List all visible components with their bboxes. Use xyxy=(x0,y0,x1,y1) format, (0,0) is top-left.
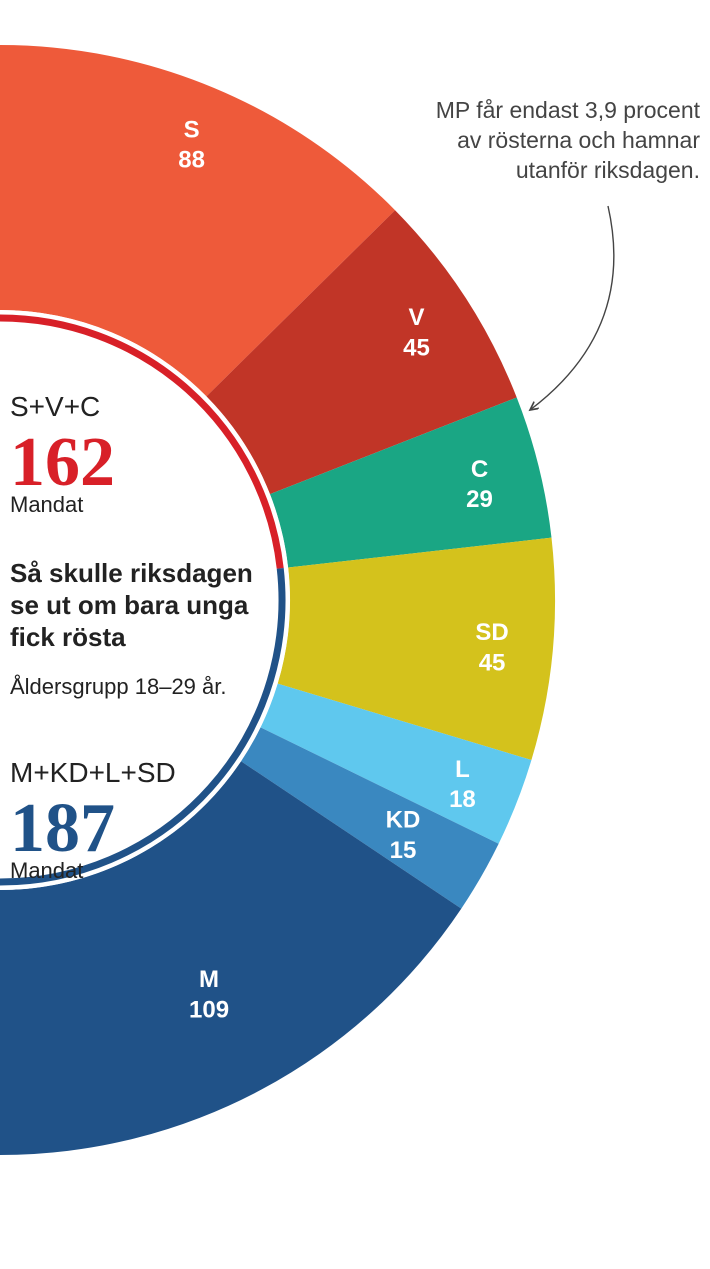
center-heading-line-1: se ut om bara unga xyxy=(10,590,249,620)
riksdag-half-donut-chart: S88V45C29SD45L18KD15M109S+V+C162MandatM+… xyxy=(0,0,710,1269)
block-top-value: 162 xyxy=(10,424,115,501)
slice-sd-label: SD xyxy=(475,619,508,646)
slice-m-label: M xyxy=(199,966,219,993)
annotation-line-2: utanför riksdagen. xyxy=(516,157,700,183)
slice-sd-value: 45 xyxy=(479,649,506,676)
block-top-title: S+V+C xyxy=(10,391,100,422)
annotation-arrow xyxy=(530,206,614,410)
slice-c-value: 29 xyxy=(466,486,493,513)
block-bottom-value: 187 xyxy=(10,790,115,867)
block-top-sub: Mandat xyxy=(10,492,83,517)
slice-m-value: 109 xyxy=(189,996,229,1023)
slice-v-value: 45 xyxy=(403,334,430,361)
block-bottom-sub: Mandat xyxy=(10,858,83,883)
block-bottom-title: M+KD+L+SD xyxy=(10,757,176,788)
center-heading-line-2: fick rösta xyxy=(10,622,126,652)
chart-svg: S88V45C29SD45L18KD15M109S+V+C162MandatM+… xyxy=(0,0,710,1269)
slice-v-label: V xyxy=(409,304,425,331)
annotation-line-1: av rösterna och hamnar xyxy=(457,127,700,153)
slice-s-label: S xyxy=(184,116,200,143)
slice-l-value: 18 xyxy=(449,786,476,813)
annotation-line-0: MP får endast 3,9 procent xyxy=(436,97,701,123)
center-subtitle: Åldersgrupp 18–29 år. xyxy=(10,674,227,699)
slice-kd-label: KD xyxy=(386,807,421,834)
slice-kd-value: 15 xyxy=(390,837,417,864)
slice-c-label: C xyxy=(471,456,488,483)
slice-l-label: L xyxy=(455,756,470,783)
center-heading-line-0: Så skulle riksdagen xyxy=(10,558,253,588)
slice-s-value: 88 xyxy=(178,147,205,174)
